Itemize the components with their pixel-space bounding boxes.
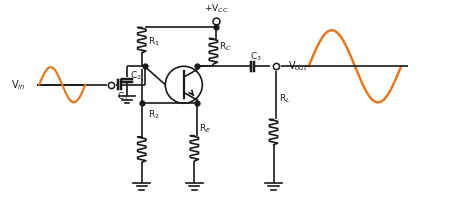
Text: C$_3$: C$_3$ <box>250 51 262 63</box>
Text: R$_1$: R$_1$ <box>148 36 160 48</box>
Text: R$_2$: R$_2$ <box>148 109 160 121</box>
Text: C$_2$: C$_2$ <box>130 70 142 83</box>
Text: C$_1$: C$_1$ <box>117 90 128 103</box>
Text: R$_L$: R$_L$ <box>279 92 290 105</box>
Text: V$_{out}$: V$_{out}$ <box>288 59 308 73</box>
Text: R$_E$: R$_E$ <box>200 123 212 135</box>
Text: +V$_{CC}$: +V$_{CC}$ <box>204 3 228 15</box>
Text: R$_C$: R$_C$ <box>219 40 231 53</box>
Text: V$_{in}$: V$_{in}$ <box>11 78 26 92</box>
